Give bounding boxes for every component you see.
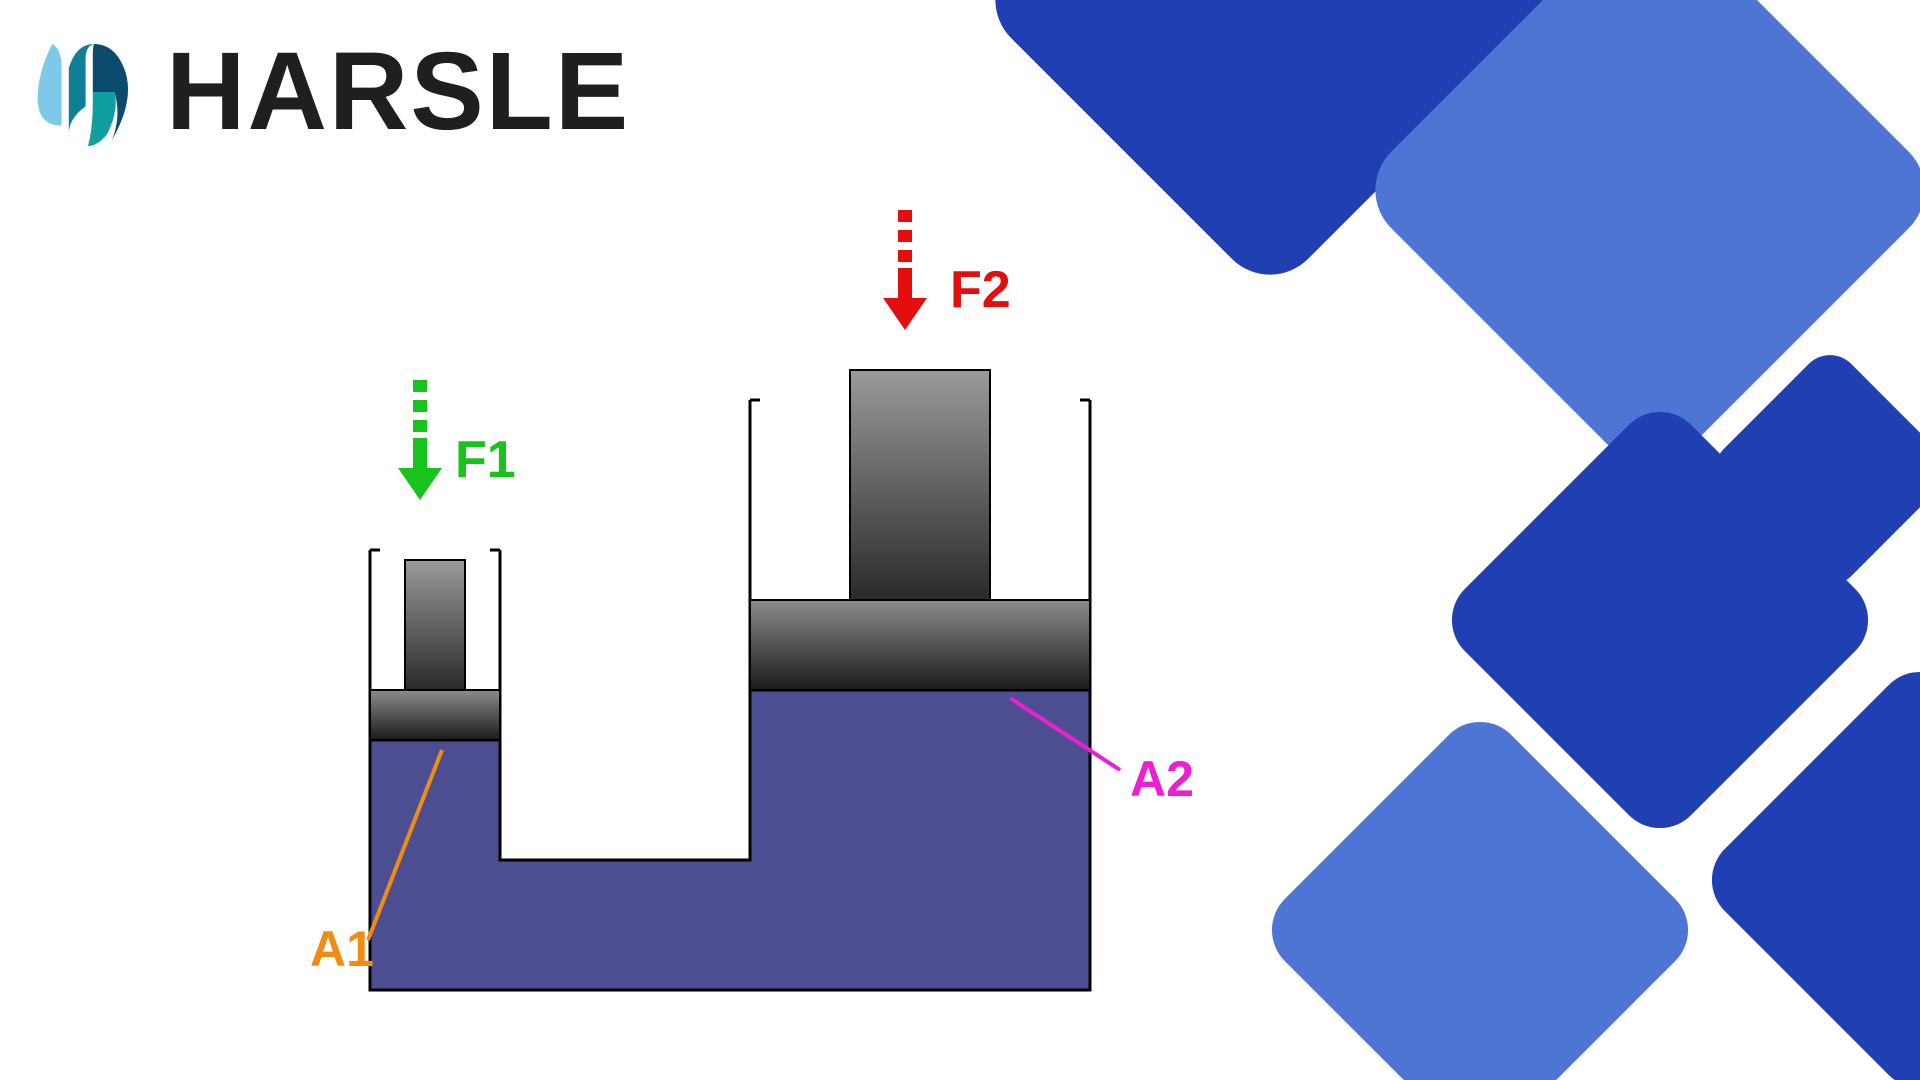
canvas: HARSLE F1 F2 A1 A2 bbox=[0, 0, 1920, 1080]
logo-text: HARSLE bbox=[166, 28, 630, 155]
force-f1-label: F1 bbox=[455, 430, 516, 490]
logo-mark-icon bbox=[28, 32, 148, 152]
force-f2-label: F2 bbox=[950, 260, 1011, 320]
diagram-svg bbox=[350, 300, 1250, 1060]
brand-logo: HARSLE bbox=[28, 28, 630, 155]
area-a1-label: A1 bbox=[310, 920, 374, 978]
area-a2-label: A2 bbox=[1130, 750, 1194, 808]
